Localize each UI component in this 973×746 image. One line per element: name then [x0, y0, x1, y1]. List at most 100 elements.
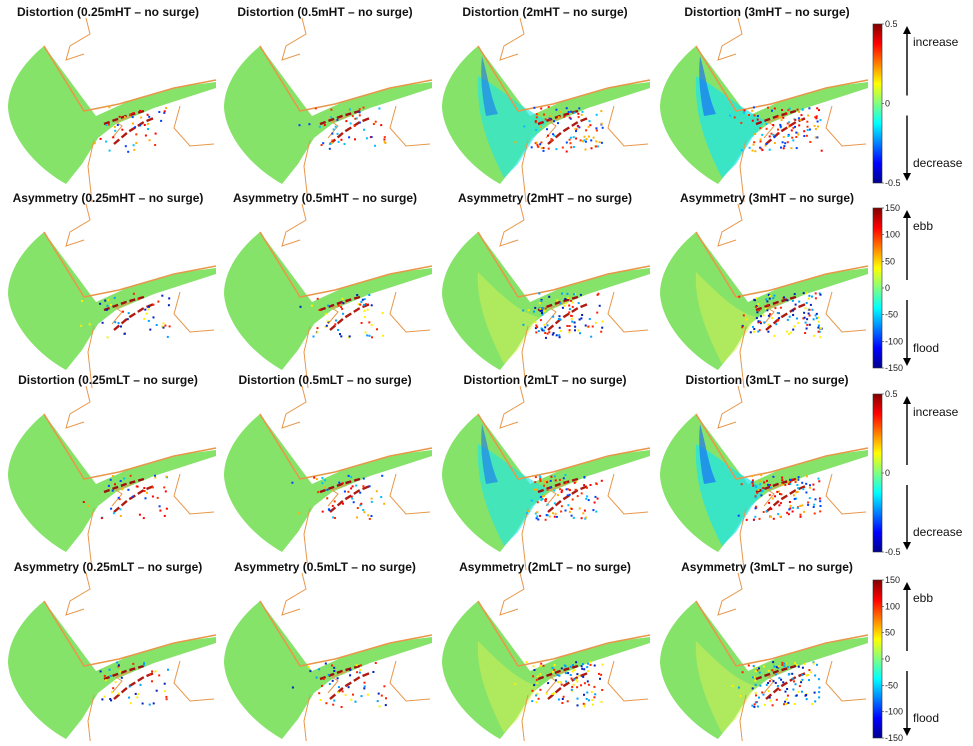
value-speckle	[151, 680, 153, 683]
value-speckle	[166, 335, 169, 338]
value-speckle	[600, 330, 603, 333]
value-speckle	[129, 702, 132, 705]
value-speckle	[754, 670, 757, 673]
value-speckle	[782, 681, 785, 684]
value-speckle	[745, 518, 748, 521]
value-speckle	[787, 673, 790, 676]
value-speckle	[330, 141, 333, 144]
value-speckle	[564, 298, 567, 300]
value-speckle	[564, 672, 567, 675]
value-speckle	[566, 700, 569, 703]
value-speckle	[568, 510, 571, 513]
value-speckle	[341, 307, 344, 310]
value-speckle	[809, 303, 812, 306]
value-speckle	[363, 309, 366, 312]
value-speckle	[575, 661, 578, 664]
colorbar-upper-label: ebb	[913, 591, 933, 605]
colorbar-upper-label: increase	[913, 405, 959, 419]
value-speckle	[135, 133, 138, 136]
value-speckle	[787, 483, 790, 485]
boundary-line-south	[303, 139, 311, 203]
value-speckle	[120, 325, 122, 328]
colorbar-tick-label: 150	[885, 575, 900, 585]
value-speckle	[812, 662, 815, 665]
value-speckle	[801, 481, 804, 484]
value-speckle	[806, 323, 809, 326]
channel-feature	[755, 477, 797, 494]
boundary-line-mid	[763, 301, 785, 325]
model-domain	[442, 601, 650, 739]
value-speckle	[788, 315, 791, 318]
down-arrow-icon	[903, 728, 911, 736]
value-speckle	[601, 663, 604, 666]
value-speckle	[757, 489, 760, 491]
value-speckle	[748, 146, 751, 149]
value-speckle	[595, 129, 598, 132]
value-speckle	[322, 142, 325, 145]
colorbar-tick-label: -50	[885, 680, 898, 690]
value-speckle	[772, 134, 775, 136]
value-speckle	[154, 476, 157, 479]
value-speckle	[158, 505, 161, 508]
value-speckle	[569, 136, 572, 139]
value-speckle	[776, 490, 779, 493]
value-speckle	[796, 132, 799, 134]
value-speckle	[568, 325, 571, 327]
value-speckle	[168, 325, 171, 328]
value-speckle	[534, 120, 537, 123]
value-speckle	[139, 683, 142, 686]
value-speckle	[534, 476, 537, 479]
value-speckle	[767, 323, 770, 326]
value-speckle	[805, 327, 808, 330]
value-speckle	[538, 292, 541, 295]
value-speckle	[787, 135, 790, 137]
value-speckle	[767, 293, 770, 296]
value-speckle	[780, 678, 783, 681]
colorbar-scale	[872, 23, 883, 184]
value-speckle	[779, 123, 782, 126]
channel-feature	[319, 109, 361, 126]
channel-feature	[547, 116, 589, 145]
value-speckle	[786, 141, 789, 144]
value-speckle	[316, 297, 319, 300]
value-speckle	[600, 479, 603, 482]
value-speckle	[365, 137, 368, 140]
value-speckle	[141, 702, 144, 705]
value-speckle	[323, 124, 326, 126]
coastline-north	[43, 231, 217, 298]
value-speckle	[127, 150, 130, 153]
value-speckle	[740, 483, 743, 486]
value-speckle	[110, 507, 113, 510]
value-speckle	[147, 128, 149, 130]
value-speckle	[593, 685, 596, 688]
value-speckle	[532, 675, 535, 678]
value-speckle	[362, 509, 365, 511]
value-speckle	[330, 108, 333, 111]
value-speckle	[536, 682, 539, 685]
value-speckle	[754, 305, 757, 308]
value-speckle	[756, 492, 759, 494]
value-speckle	[763, 665, 765, 668]
value-speckle	[601, 126, 604, 129]
value-speckle	[526, 512, 528, 515]
value-speckle	[560, 505, 563, 508]
value-speckle	[754, 299, 756, 302]
value-speckle	[107, 299, 110, 302]
value-speckle	[341, 482, 344, 485]
value-speckle	[792, 677, 795, 680]
value-speckle	[117, 665, 120, 668]
boundary-line-mid	[545, 115, 567, 139]
value-speckle	[590, 335, 593, 338]
value-speckle	[780, 118, 783, 121]
coastline-north	[695, 413, 869, 480]
value-speckle	[358, 121, 361, 124]
coastline-north	[477, 45, 651, 112]
value-speckle	[378, 107, 381, 110]
value-speckle	[778, 504, 781, 507]
value-speckle	[577, 112, 580, 115]
value-speckle	[553, 502, 556, 505]
value-speckle	[816, 107, 819, 110]
value-speckle	[779, 515, 782, 518]
value-speckle	[354, 700, 357, 703]
value-speckle	[819, 336, 822, 339]
